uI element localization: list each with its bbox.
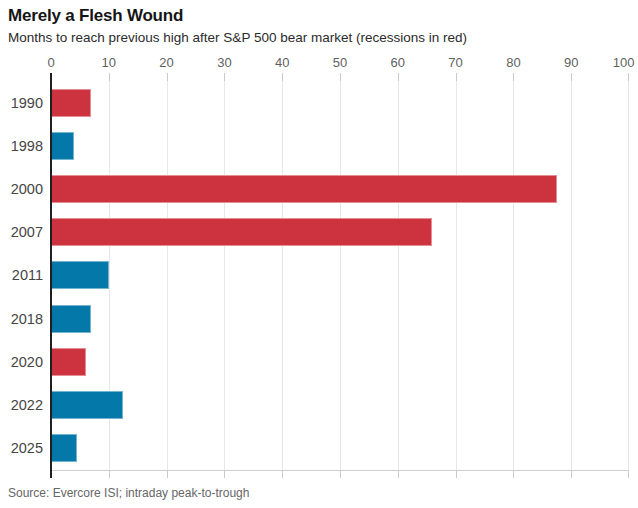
x-axis-labels: 0102030405060708090100 [51, 55, 629, 71]
recession-bar-2007 [51, 218, 432, 246]
x-axis-tick [398, 471, 399, 478]
recession-bar-1990 [51, 89, 91, 117]
bar-row-1990: 1990 [51, 81, 629, 124]
recession-bar-2020 [51, 348, 86, 376]
bar-row-2020: 2020 [51, 340, 629, 383]
x-axis-ticks-top [51, 73, 629, 81]
x-axis-tick [398, 73, 399, 81]
x-axis-tick [513, 471, 514, 478]
bar-row-2007: 2007 [51, 211, 629, 254]
x-axis-tick [571, 471, 572, 478]
plot-area: 199019982000200720112018202020222025 [51, 81, 629, 471]
x-axis-tick [571, 73, 572, 81]
bar-row-2018: 2018 [51, 297, 629, 340]
year-label: 2011 [12, 267, 43, 283]
x-axis-label: 60 [391, 55, 405, 70]
y-axis-line [50, 73, 52, 478]
x-axis-ticks-bottom [51, 471, 629, 478]
x-axis-label: 10 [102, 55, 116, 70]
bar-2022 [51, 391, 123, 419]
x-axis-tick [456, 73, 457, 81]
x-axis-tick [224, 471, 225, 478]
year-label: 2018 [11, 311, 43, 327]
source-note: Source: Evercore ISI; intraday peak-to-t… [8, 486, 249, 500]
year-label: 2022 [11, 397, 43, 413]
x-axis-label: 20 [159, 55, 173, 70]
bar-2018 [51, 305, 91, 333]
x-axis-tick [282, 73, 283, 81]
bar-row-2022: 2022 [51, 384, 629, 427]
x-axis-label: 100 [613, 55, 635, 70]
x-axis-tick [340, 471, 341, 478]
year-label: 2007 [11, 224, 43, 240]
recession-bar-2000 [51, 175, 557, 203]
x-axis-tick [628, 73, 629, 81]
x-axis-tick [224, 73, 225, 81]
x-axis-label: 0 [47, 55, 54, 70]
chart-page: Merely a Flesh Wound Months to reach pre… [0, 0, 638, 508]
x-axis-label: 70 [448, 55, 462, 70]
bar-2025 [51, 434, 77, 462]
bar-row-2011: 2011 [51, 254, 629, 297]
x-axis-label: 50 [333, 55, 347, 70]
year-label: 2020 [11, 354, 43, 370]
year-label: 1990 [11, 95, 43, 111]
x-axis-label: 80 [506, 55, 520, 70]
chart-subtitle: Months to reach previous high after S&P … [8, 30, 467, 45]
bar-row-2000: 2000 [51, 167, 629, 210]
x-axis-tick [456, 471, 457, 478]
x-axis-tick [167, 471, 168, 478]
x-axis-label: 40 [275, 55, 289, 70]
bar-row-1998: 1998 [51, 124, 629, 167]
x-axis-tick [167, 73, 168, 81]
bar-2011 [51, 261, 109, 289]
year-label: 2025 [11, 440, 43, 456]
x-axis-label: 30 [217, 55, 231, 70]
x-axis-tick [340, 73, 341, 81]
year-label: 2000 [11, 181, 43, 197]
x-axis-tick [109, 471, 110, 478]
x-axis-tick [282, 471, 283, 478]
x-axis-label: 90 [564, 55, 578, 70]
x-axis-tick [628, 471, 629, 478]
x-axis-tick [513, 73, 514, 81]
bar-1998 [51, 132, 74, 160]
year-label: 1998 [11, 138, 43, 154]
chart-title: Merely a Flesh Wound [8, 6, 183, 26]
bar-row-2025: 2025 [51, 427, 629, 470]
x-axis-tick [109, 73, 110, 81]
